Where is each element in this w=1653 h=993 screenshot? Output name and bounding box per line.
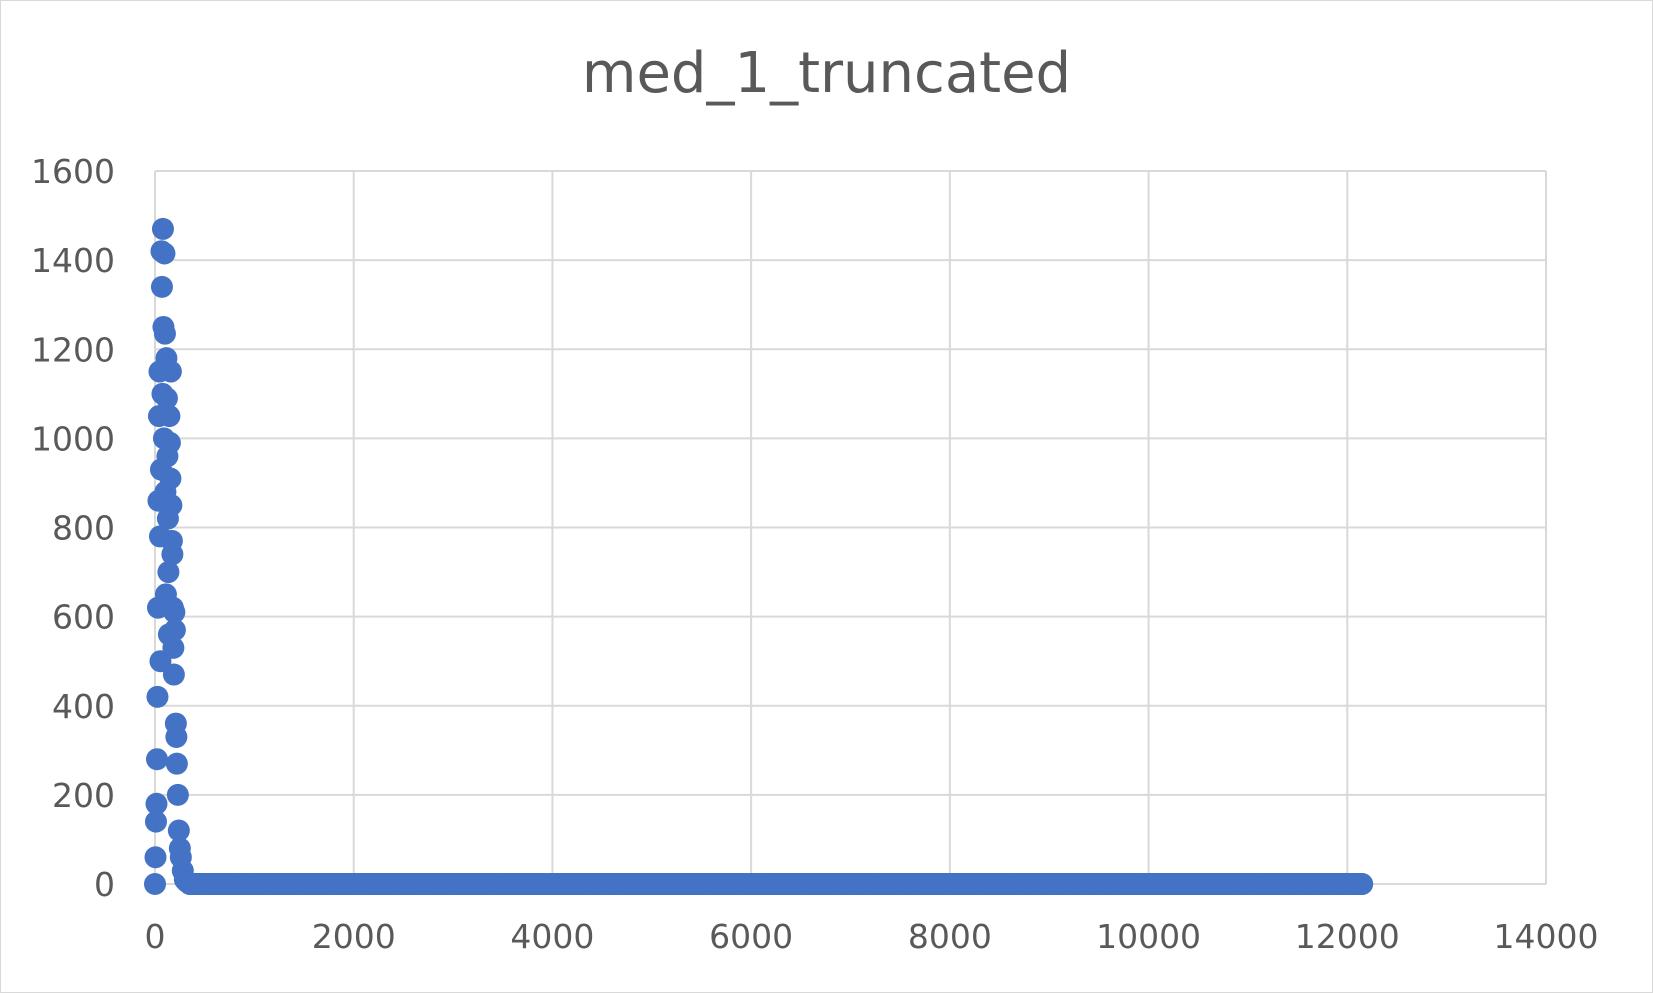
y-tick-label: 1600 bbox=[31, 152, 115, 191]
data-point bbox=[157, 561, 180, 584]
x-tick-label: 14000 bbox=[1494, 917, 1599, 956]
data-point bbox=[162, 636, 185, 659]
data-point bbox=[145, 792, 168, 815]
data-point bbox=[145, 748, 168, 771]
x-tick-label: 6000 bbox=[709, 917, 793, 956]
y-tick-label: 1000 bbox=[31, 419, 115, 458]
data-point bbox=[162, 663, 185, 686]
y-tick-label: 400 bbox=[52, 687, 115, 726]
y-axis-ticks: 0 200 400 600 800 1000 1200 1400 1600 bbox=[31, 152, 115, 904]
data-point bbox=[153, 242, 176, 265]
y-tick-label: 800 bbox=[52, 509, 115, 548]
data-point bbox=[144, 810, 167, 833]
scatter-series bbox=[144, 217, 1374, 895]
data-point bbox=[167, 819, 190, 842]
data-point bbox=[165, 752, 188, 775]
data-point bbox=[160, 494, 183, 517]
data-point bbox=[158, 405, 181, 428]
x-axis-ticks: 0 2000 4000 6000 8000 10000 12000 14000 bbox=[145, 917, 1599, 956]
data-point bbox=[144, 846, 167, 869]
x-tick-label: 0 bbox=[145, 917, 166, 956]
data-point bbox=[166, 783, 189, 806]
y-tick-label: 0 bbox=[94, 865, 115, 904]
data-point bbox=[163, 618, 186, 641]
data-point bbox=[155, 387, 178, 410]
y-tick-label: 1200 bbox=[31, 330, 115, 369]
x-tick-label: 8000 bbox=[908, 917, 992, 956]
data-point bbox=[153, 322, 176, 345]
gridlines bbox=[154, 170, 1547, 885]
data-point bbox=[158, 431, 181, 454]
data-point bbox=[1351, 873, 1374, 895]
x-tick-label: 10000 bbox=[1096, 917, 1201, 956]
data-point bbox=[144, 873, 166, 895]
chart-title: med_1_truncated bbox=[581, 41, 1072, 106]
x-tick-label: 2000 bbox=[312, 917, 396, 956]
data-point bbox=[159, 467, 182, 490]
y-tick-label: 200 bbox=[52, 776, 115, 815]
data-point bbox=[161, 543, 184, 566]
data-point bbox=[159, 360, 182, 383]
data-point bbox=[178, 873, 201, 895]
data-point bbox=[146, 685, 169, 708]
y-tick-label: 600 bbox=[52, 598, 115, 637]
data-point bbox=[165, 725, 188, 748]
y-tick-label: 1400 bbox=[31, 241, 115, 280]
data-point bbox=[151, 217, 174, 240]
data-point bbox=[163, 601, 186, 624]
x-tick-label: 12000 bbox=[1295, 917, 1400, 956]
data-point bbox=[150, 275, 173, 298]
x-tick-label: 4000 bbox=[510, 917, 594, 956]
